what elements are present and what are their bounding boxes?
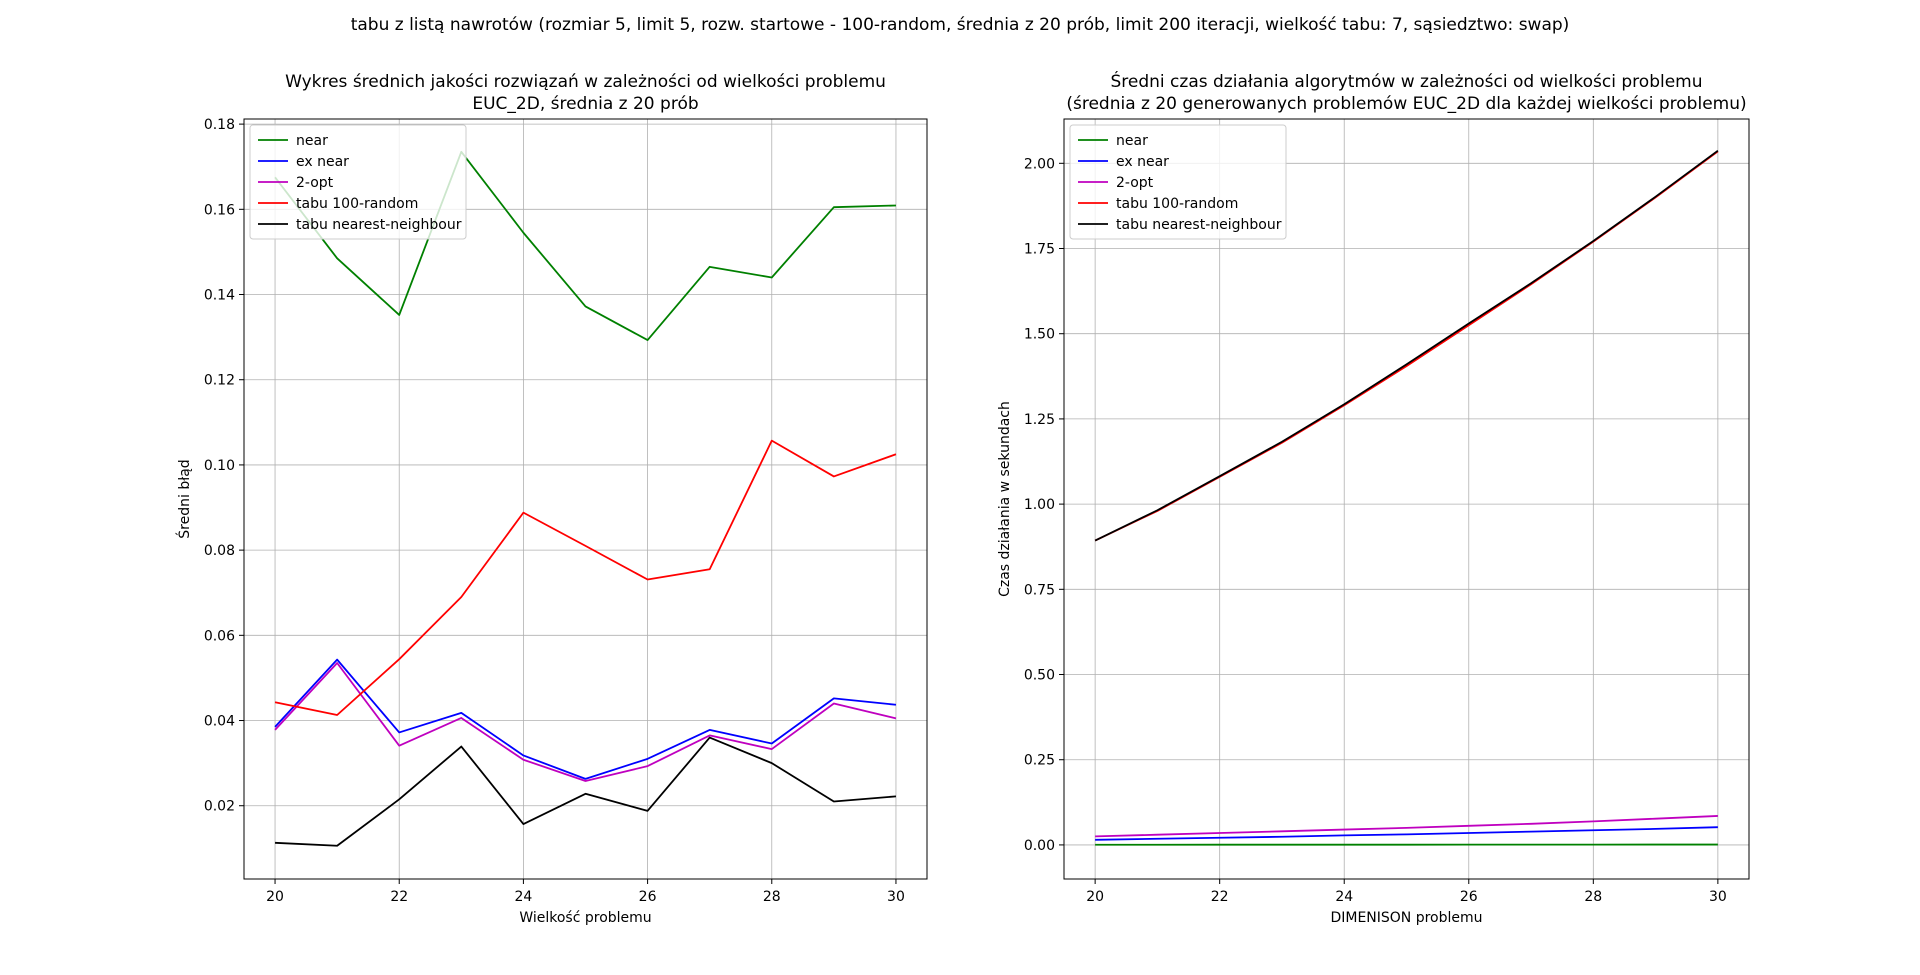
- x-tick-label: 22: [1211, 889, 1229, 905]
- x-tick-label: 20: [266, 889, 284, 905]
- y-tick-label: 0.75: [1024, 582, 1055, 598]
- series-line-3: [1095, 815, 1718, 838]
- chart-1: 20 22 24 26 28 30 0.02 0.04 0.06 0.08 0.10 0.12 0.14…: [175, 72, 928, 926]
- x-axis-title: DIMENISON problemu: [1330, 910, 1482, 926]
- y-tick-label: 1.00: [1024, 497, 1055, 513]
- x-tick-label: 30: [887, 889, 905, 905]
- series-line-5: [1094, 149, 1719, 542]
- legend-label-1: near: [1116, 133, 1148, 149]
- y-tick-label: 0.06: [204, 628, 235, 644]
- series-line-3: [274, 662, 897, 782]
- y-tick-label: 1.50: [1024, 327, 1055, 343]
- plot-frame: [243, 118, 928, 880]
- legend-label-3: 2-opt: [1116, 175, 1154, 191]
- chart-2: 20 22 24 26 28 30 0.00 0.25 0.50 0.75 1.00 1.25 1.50…: [997, 70, 1750, 926]
- x-tick-label: 24: [1335, 889, 1353, 905]
- x-tick-label: 26: [1460, 889, 1478, 905]
- plot-title-line-2: EUC_2D, średnia z 20 prób: [472, 94, 698, 114]
- legend-label-3: 2-opt: [296, 175, 334, 191]
- y-tick-label: 0.12: [204, 373, 235, 389]
- y-tick-label: 0.10: [204, 458, 235, 474]
- legend-label-2: ex near: [1116, 154, 1169, 170]
- x-tick-label: 24: [514, 889, 532, 905]
- x-tick-label: 28: [1584, 889, 1602, 905]
- series-line-5: [275, 736, 897, 847]
- legend-label-1: near: [296, 133, 328, 149]
- legend-box: [249, 124, 467, 240]
- x-tick-label: 20: [1086, 889, 1104, 905]
- y-axis-title: Czas działania w sekundach: [997, 401, 1013, 597]
- series-line-4: [274, 439, 897, 716]
- legend-label-4: tabu 100-random: [1116, 196, 1238, 212]
- y-tick-label: 2.00: [1024, 156, 1055, 172]
- y-tick-label: 1.75: [1024, 242, 1055, 258]
- legend-label-2: ex near: [296, 154, 349, 170]
- y-axis-title: Średni błąd: [175, 459, 193, 538]
- y-tick-label: 0.02: [204, 799, 235, 815]
- x-tick-label: 26: [639, 889, 657, 905]
- y-tick-label: 1.25: [1024, 412, 1055, 428]
- y-tick-label: 0.04: [204, 714, 235, 730]
- legend-label-5: tabu nearest-neighbour: [296, 217, 462, 233]
- plot-title-line-2: (średnia z 20 generowanych problemów EUC…: [1066, 94, 1746, 114]
- series-line-1: [274, 150, 896, 342]
- y-tick-label: 0.00: [1024, 838, 1055, 854]
- legend-label-5: tabu nearest-neighbour: [1116, 217, 1282, 233]
- plot-frame: [1063, 118, 1750, 880]
- y-tick-label: 0.08: [204, 543, 235, 559]
- x-axis-title: Wielkość problemu: [519, 910, 651, 926]
- x-tick-label: 28: [763, 889, 781, 905]
- legend-box: [1069, 124, 1287, 240]
- plot-title-line-1: Wykres średnich jakości rozwiązań w zale…: [285, 72, 886, 92]
- x-tick-label: 30: [1709, 889, 1727, 905]
- y-tick-label: 0.16: [204, 202, 235, 218]
- series-line-2: [1095, 826, 1718, 841]
- y-tick-label: 0.18: [204, 117, 235, 133]
- figure-suptitle: tabu z listą nawrotów (rozmiar 5, limit …: [350, 15, 1570, 35]
- plot-title-line-1: Średni czas działania algorytmów w zależ…: [1111, 70, 1703, 92]
- series-line-2: [274, 658, 897, 780]
- y-tick-label: 0.14: [204, 288, 235, 304]
- y-tick-label: 0.50: [1024, 668, 1055, 684]
- x-tick-label: 22: [390, 889, 408, 905]
- legend-label-4: tabu 100-random: [296, 196, 418, 212]
- y-tick-label: 0.25: [1024, 753, 1055, 769]
